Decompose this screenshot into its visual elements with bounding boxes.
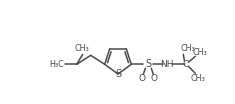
Text: H₃C: H₃C xyxy=(49,60,64,69)
Text: CH₃: CH₃ xyxy=(74,44,89,53)
Text: S: S xyxy=(145,59,151,69)
Text: CH₃: CH₃ xyxy=(181,44,196,53)
Text: CH₃: CH₃ xyxy=(191,74,206,83)
Text: NH: NH xyxy=(161,60,174,69)
Text: C: C xyxy=(182,60,188,69)
Text: O: O xyxy=(139,74,146,83)
Text: O: O xyxy=(151,74,158,83)
Text: S: S xyxy=(115,69,121,79)
Text: CH₃: CH₃ xyxy=(193,48,208,57)
